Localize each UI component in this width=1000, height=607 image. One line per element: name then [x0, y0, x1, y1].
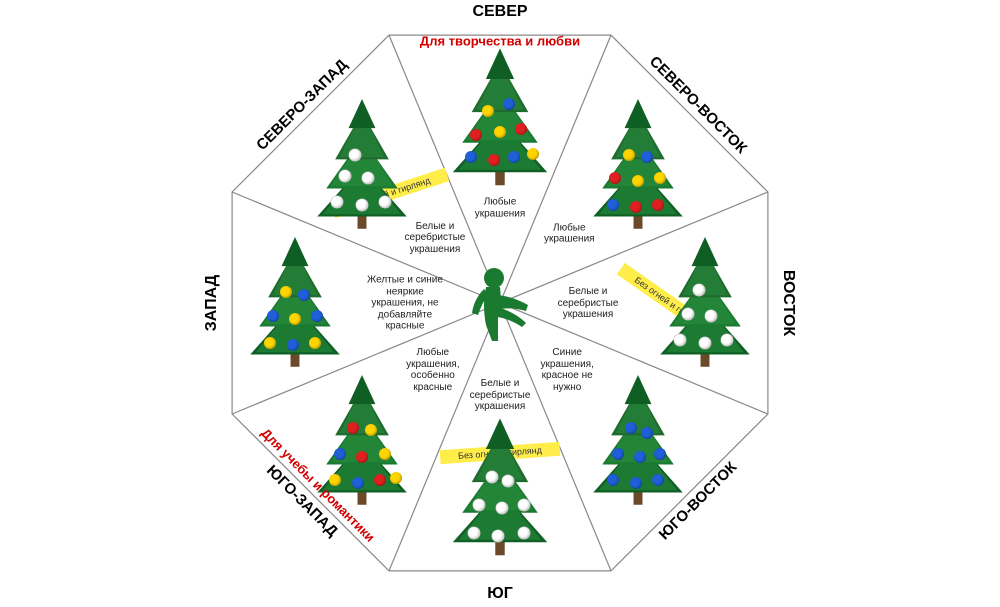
desc-south: Белые и серебристые украшения [470, 378, 531, 413]
ornament [468, 527, 480, 539]
tree-south [441, 418, 559, 558]
tree-north [441, 48, 559, 188]
ornament [630, 201, 642, 213]
tree-northeast [582, 99, 694, 231]
ornament [625, 422, 637, 434]
ornament [634, 451, 646, 463]
ornament [494, 126, 506, 138]
ornament [641, 427, 653, 439]
ornament [362, 172, 374, 184]
tree-northwest [306, 99, 418, 231]
ornament [267, 310, 279, 322]
tree-west [239, 237, 351, 369]
ornament [349, 149, 361, 161]
ornament [287, 339, 299, 351]
ornament [264, 337, 276, 349]
ornament [356, 199, 368, 211]
ornament [682, 308, 694, 320]
ornament [518, 527, 530, 539]
sublabel-0: Для творчества и любви [420, 34, 580, 49]
ornament [465, 151, 477, 163]
direction-south: ЮГ [487, 585, 513, 603]
direction-north: СЕВЕР [472, 3, 527, 21]
ornament [339, 170, 351, 182]
direction-west: ЗАПАД [203, 275, 221, 331]
ornament [623, 149, 635, 161]
ornament [298, 289, 310, 301]
ornament [630, 477, 642, 489]
ornament [699, 337, 711, 349]
ornament [641, 151, 653, 163]
ornament [488, 154, 500, 166]
center-silhouette [468, 265, 532, 346]
ornament [289, 313, 301, 325]
tree-east [649, 237, 761, 369]
diagram-canvas: Без огней и гирляндБез огней и гирляндБе… [0, 0, 1000, 607]
ornament [379, 196, 391, 208]
ornament [486, 471, 498, 483]
desc-northeast: Любые украшения [544, 222, 595, 245]
ornament [612, 448, 624, 460]
ornament [496, 502, 508, 514]
ornament [473, 499, 485, 511]
ornament [347, 422, 359, 434]
desc-southeast: Синие украшения, красное не нужно [540, 347, 593, 393]
ornament [632, 175, 644, 187]
ornament [334, 448, 346, 460]
ornament [309, 337, 321, 349]
tree-southeast [582, 375, 694, 507]
desc-southwest: Любые украшения, особенно красные [406, 347, 459, 393]
ornament [492, 530, 504, 542]
ornament [705, 310, 717, 322]
ornament [652, 199, 664, 211]
ornament [356, 451, 368, 463]
ornament [379, 448, 391, 460]
desc-north: Любые украшения [475, 197, 526, 220]
direction-east: ВОСТОК [779, 270, 797, 336]
ornament [607, 199, 619, 211]
ornament [518, 499, 530, 511]
ornament [352, 477, 364, 489]
desc-east: Белые и серебристые украшения [558, 286, 619, 321]
desc-northwest: Белые и серебристые украшения [405, 221, 466, 256]
ornament [390, 472, 402, 484]
desc-west: Желтые и синие неяркие украшения, не доб… [367, 274, 443, 332]
